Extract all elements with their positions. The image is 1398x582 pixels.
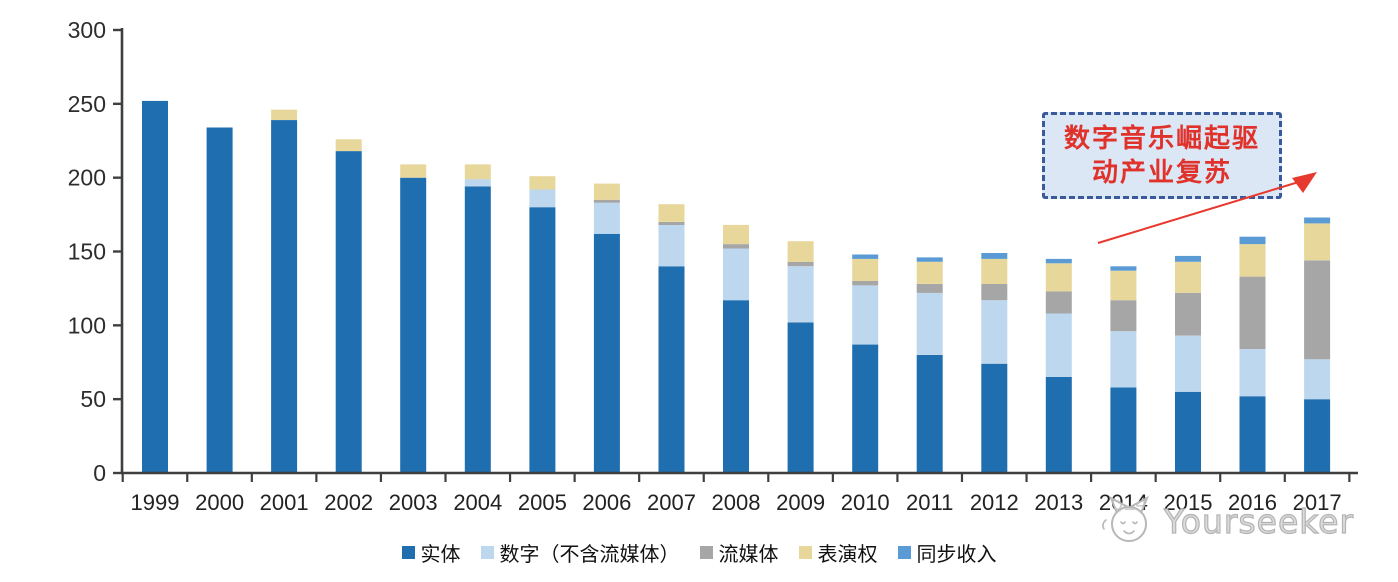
bar-stack-2001	[271, 109, 298, 473]
bar-stack-2003	[400, 164, 427, 473]
bar-stack-2002	[335, 139, 362, 473]
watermark: Yourseeker	[1098, 494, 1354, 548]
legend-label: 流媒体	[718, 544, 779, 566]
x-tick-label: 2002	[324, 490, 373, 515]
legend-swatch	[699, 546, 713, 559]
y-tick-label: 200	[68, 165, 106, 191]
bar-stack-2017	[1304, 217, 1331, 473]
x-tick-label: 2009	[776, 490, 825, 515]
x-tick-label: 2003	[389, 490, 438, 515]
x-tick-label: 2016	[1228, 490, 1277, 515]
legend-swatch	[480, 546, 494, 559]
legend-swatch	[401, 546, 415, 559]
y-tick-label: 0	[93, 460, 106, 486]
bar-stack-2004	[464, 164, 491, 473]
bar-stack-2000	[206, 127, 233, 473]
legend: 实体 数字（不含流媒体） 流媒体 表演权 同步收入	[0, 538, 1398, 567]
bar-stack-2015	[1175, 255, 1201, 473]
annotation-text-line1: 数字音乐崛起驱	[1063, 123, 1260, 153]
legend-label: 实体	[420, 544, 461, 566]
annotation-text-line2: 动产业复苏	[1091, 157, 1232, 187]
cat-doodle-icon	[1102, 495, 1149, 542]
y-tick-label: 250	[68, 91, 106, 117]
y-tick-label: 100	[68, 312, 106, 338]
x-tick-label: 2008	[712, 490, 761, 515]
legend-swatch	[897, 546, 911, 559]
bar-stack-2011	[916, 257, 943, 473]
x-tick-label: 2017	[1293, 490, 1342, 515]
legend-item: 流媒体	[699, 538, 779, 567]
bar-stack-2008	[723, 224, 749, 473]
legend-label: 数字（不含流媒体）	[499, 544, 680, 566]
bar-stack-2005	[529, 176, 556, 473]
x-tick-label: 2015	[1164, 490, 1213, 515]
legend-swatch	[798, 546, 812, 559]
legend-item: 数字（不含流媒体）	[480, 538, 680, 567]
legend-label: 同步收入	[916, 544, 997, 566]
bar-stack-1999	[142, 100, 168, 474]
legend-item: 实体	[401, 538, 461, 567]
bar-stack-2014	[1110, 266, 1137, 473]
y-tick-label: 150	[68, 239, 106, 265]
x-tick-label: 2006	[582, 490, 631, 515]
y-tick-label: 300	[68, 17, 106, 43]
x-tick-label: 2010	[841, 490, 890, 515]
x-tick-label: 2011	[906, 490, 953, 515]
x-tick-label: 2012	[970, 490, 1019, 515]
x-tick-label: 1999	[131, 490, 180, 515]
y-tick-label: 50	[80, 386, 106, 412]
bar-stack-2006	[593, 183, 620, 473]
x-tick-label: 2004	[453, 490, 502, 515]
legend-item: 同步收入	[897, 538, 997, 567]
bar-stack-2010	[852, 254, 879, 473]
bar-stack-2013	[1045, 258, 1072, 473]
bar-stack-2009	[787, 241, 814, 473]
bar-stack-2012	[981, 253, 1008, 473]
x-tick-label: 2005	[518, 490, 567, 515]
x-tick-label: 2001	[260, 490, 309, 515]
annotation-callout: 数字音乐崛起驱 动产业复苏	[1042, 112, 1282, 199]
x-tick-label: 2013	[1034, 490, 1083, 515]
bar-stack-2016	[1239, 236, 1266, 473]
bar-stack-2007	[658, 204, 685, 473]
x-tick-label: 2007	[647, 490, 696, 515]
x-tick-label: 2000	[195, 490, 244, 515]
legend-label: 表演权	[817, 544, 878, 566]
watermark-text: Yourseeker	[1163, 501, 1355, 541]
legend-item: 表演权	[798, 538, 878, 567]
